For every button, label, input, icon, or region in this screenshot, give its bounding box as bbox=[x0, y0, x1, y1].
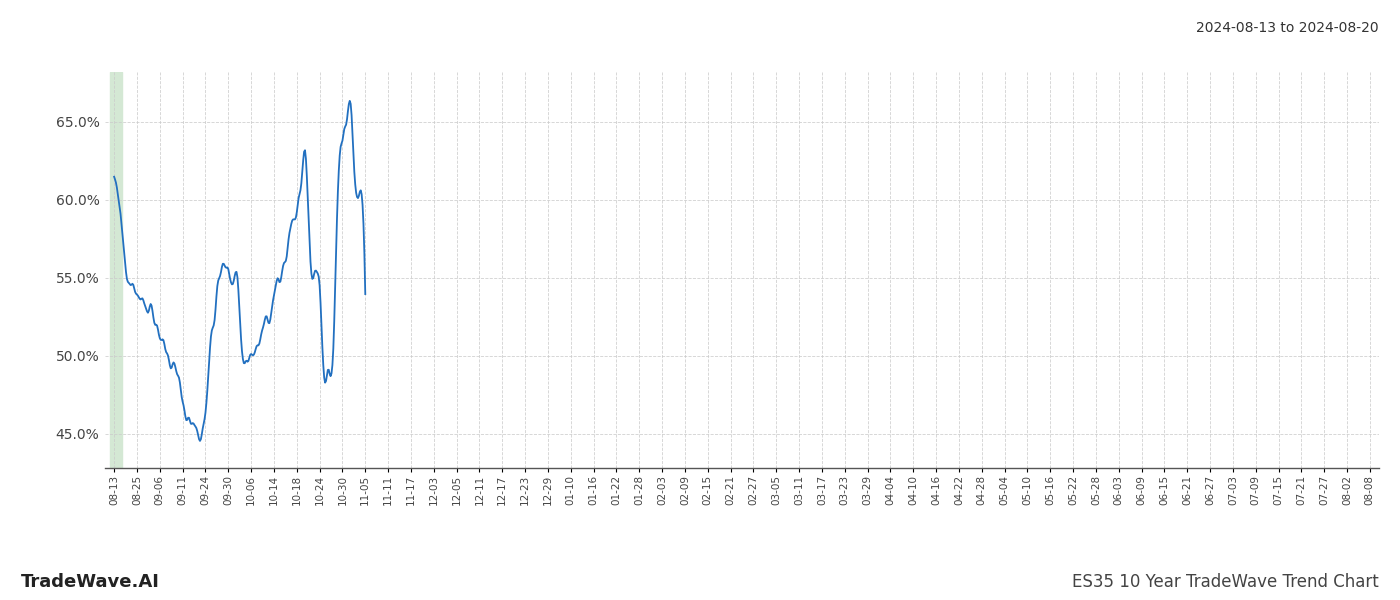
Text: ES35 10 Year TradeWave Trend Chart: ES35 10 Year TradeWave Trend Chart bbox=[1072, 573, 1379, 591]
Text: TradeWave.AI: TradeWave.AI bbox=[21, 573, 160, 591]
Bar bbox=[109, 72, 122, 468]
Text: 2024-08-13 to 2024-08-20: 2024-08-13 to 2024-08-20 bbox=[1197, 21, 1379, 35]
